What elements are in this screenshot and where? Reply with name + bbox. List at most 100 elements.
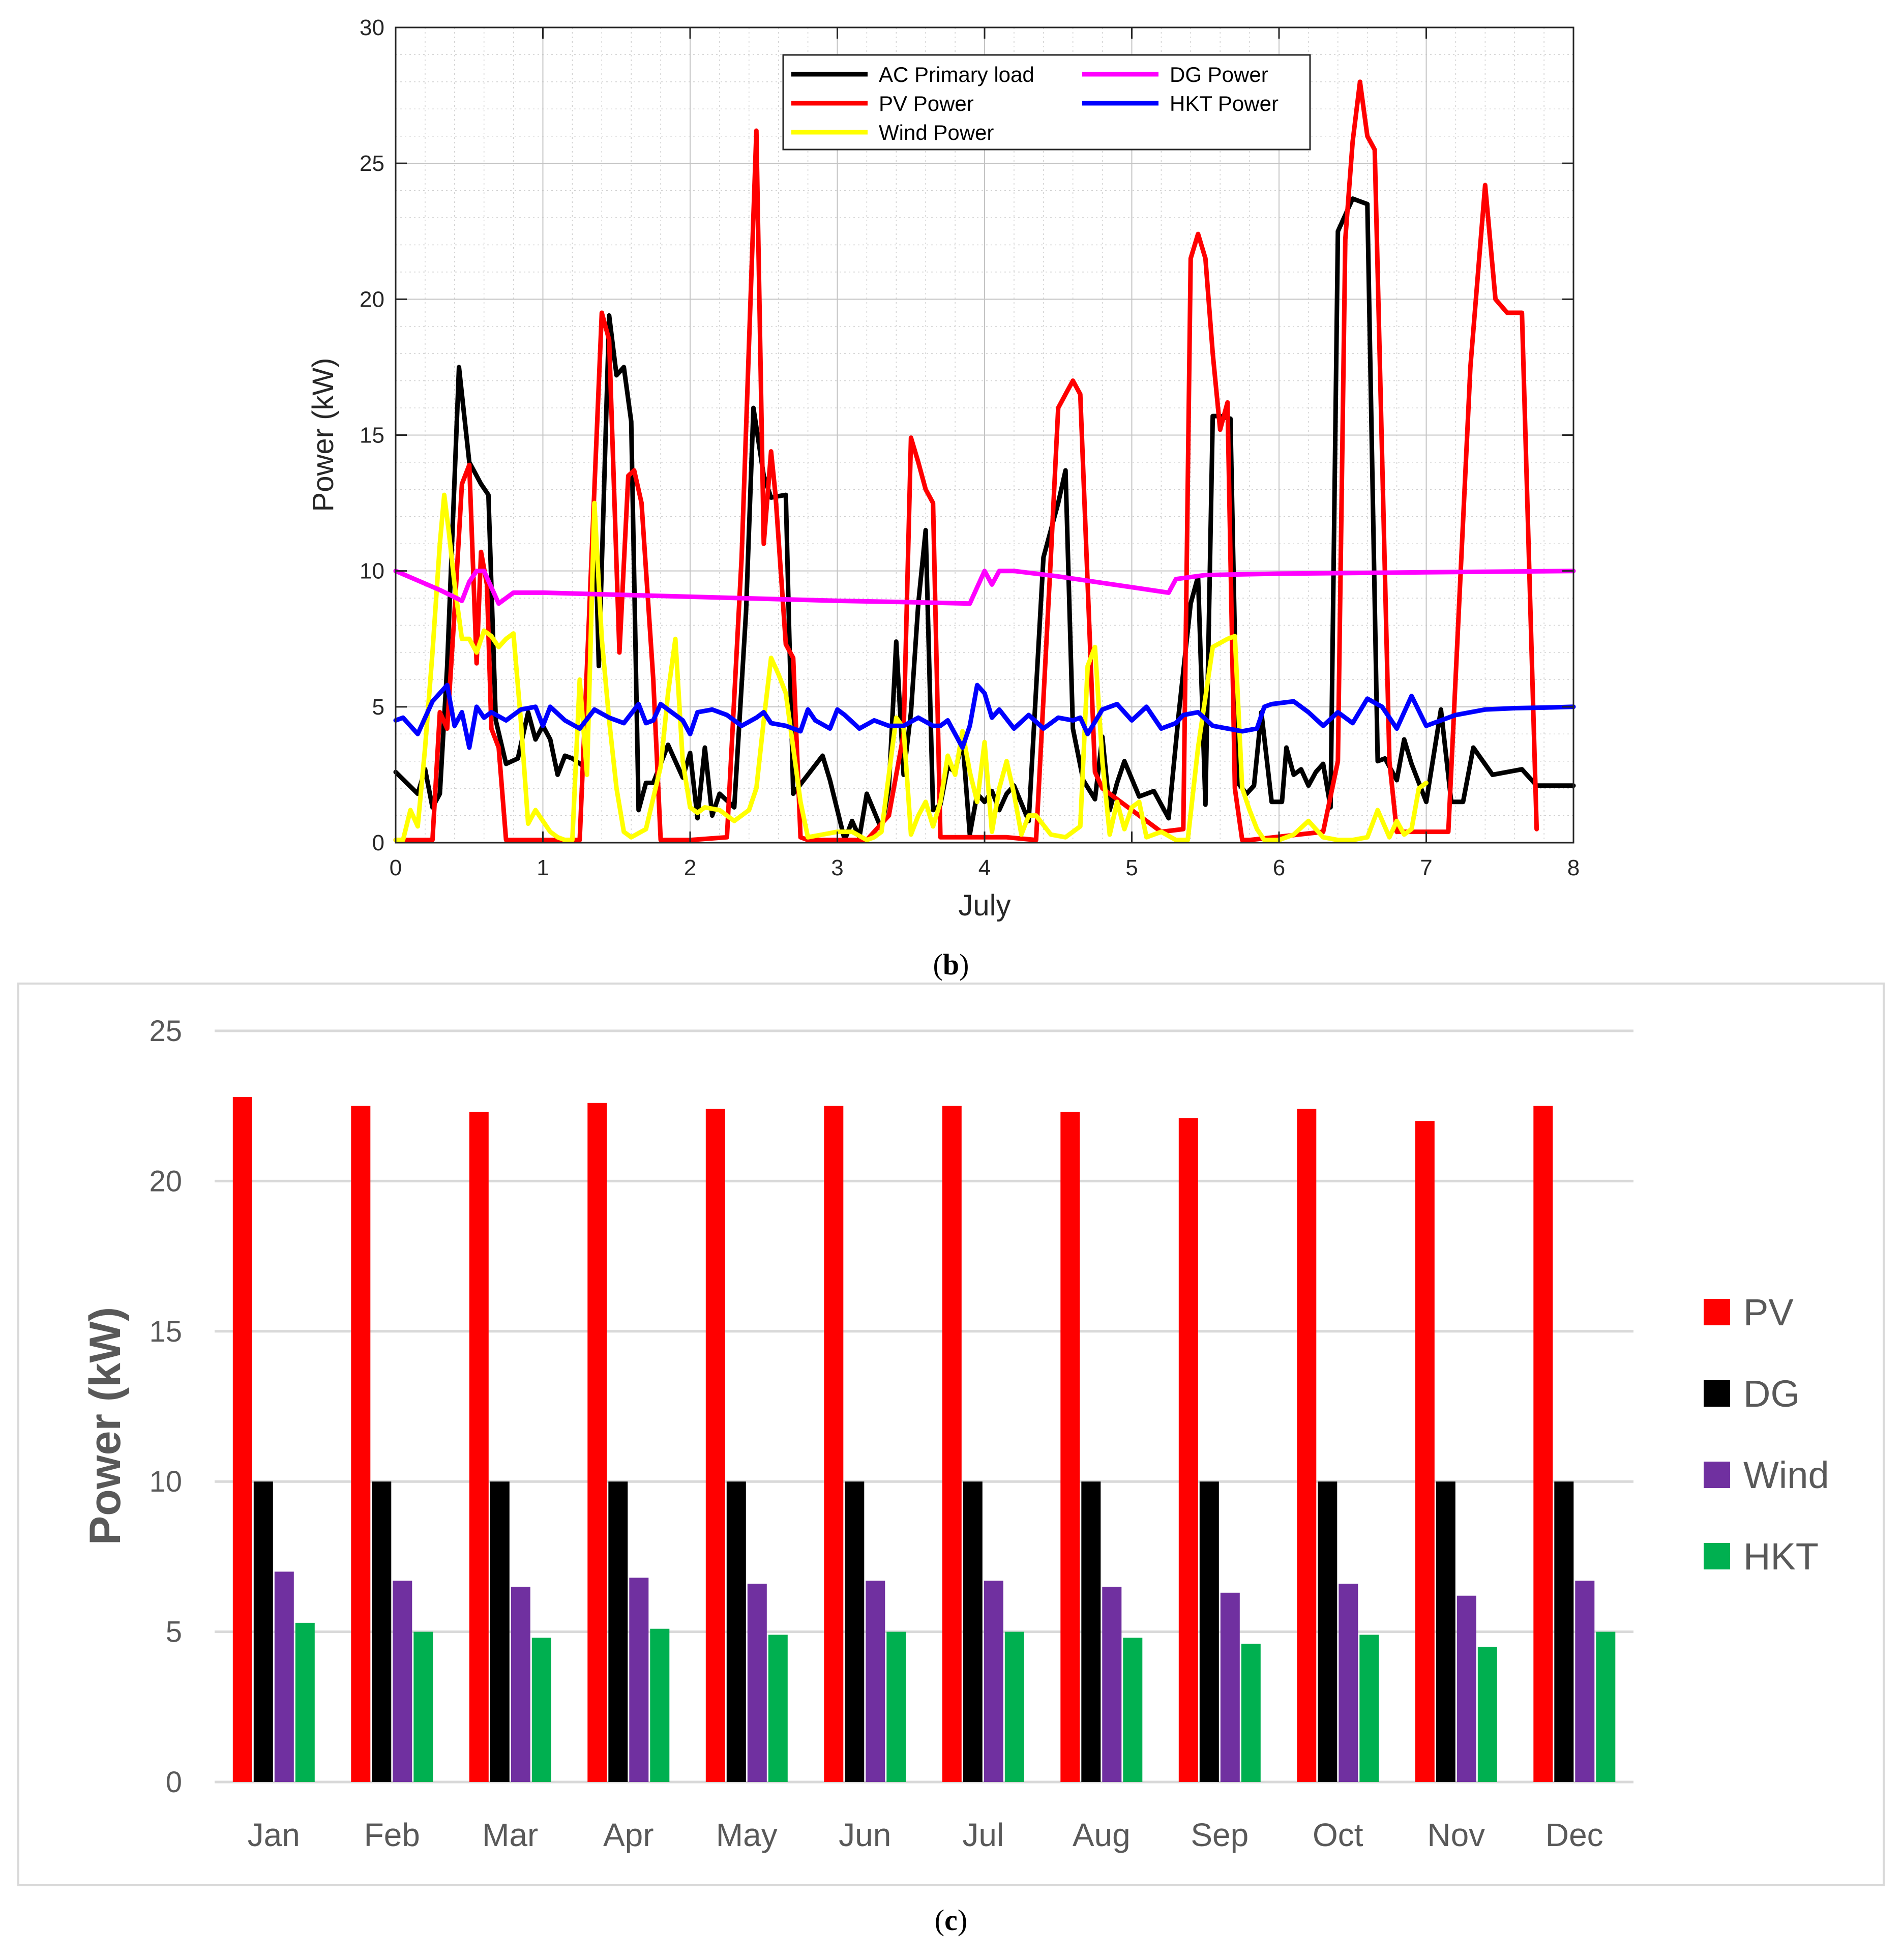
line-chart-ticks: 0 1 2 3 4 5 6 7 8 0 5 10 15 20 25 30 — [360, 15, 1580, 880]
line-chart-ytick-label: 0 — [372, 830, 384, 855]
line-series-dg-power — [393, 569, 1576, 606]
bar-chart-xtick-label: Oct — [1313, 1817, 1363, 1853]
bar-pv-jun — [824, 1106, 844, 1782]
legend-label-hkt-power: HKT Power — [1170, 92, 1279, 115]
line-chart-xtick-label: 4 — [978, 855, 991, 880]
bar-chart-ytick-label: 15 — [149, 1315, 182, 1348]
bar-hkt-feb — [413, 1631, 433, 1782]
bar-wind-sep — [1220, 1592, 1240, 1782]
line-chart-ytick-label: 30 — [360, 15, 384, 40]
line-chart-xtick-label: 6 — [1273, 855, 1285, 880]
line-chart-legend: AC Primary load PV Power Wind Power DG Powe… — [782, 54, 1311, 151]
bar-legend-swatch-wind — [1704, 1462, 1730, 1488]
bar-pv-feb — [351, 1106, 371, 1782]
bar-wind-apr — [629, 1578, 649, 1782]
bar-pv-sep — [1178, 1118, 1198, 1782]
bar-pv-may — [705, 1109, 725, 1782]
bar-chart-xtick-label: Jan — [248, 1817, 300, 1853]
bar-chart-panel: 0 5 10 15 20 25 Jan Feb Mar Apr May Jun Jul Aug Sep Oct… — [17, 983, 1885, 1937]
bar-legend-swatch-hkt — [1704, 1543, 1730, 1569]
bar-pv-jul — [942, 1106, 962, 1782]
bar-dg-aug — [1081, 1481, 1101, 1782]
bar-pv-oct — [1297, 1109, 1317, 1782]
bar-chart-xtick-label: May — [716, 1817, 778, 1853]
panel-letter-b: b — [943, 948, 959, 981]
bar-legend-label-hkt: HKT — [1743, 1535, 1819, 1578]
legend-label-wind-power: Wind Power — [879, 121, 994, 144]
bar-hkt-jan — [295, 1622, 315, 1782]
line-chart-ytick-label: 25 — [360, 151, 384, 176]
bar-hkt-sep — [1241, 1644, 1261, 1782]
bar-hkt-may — [768, 1635, 788, 1782]
line-chart-ytick-label: 20 — [360, 287, 384, 312]
bar-chart-legend: PV DG Wind HKT — [1704, 1291, 1829, 1578]
bar-dg-nov — [1436, 1481, 1455, 1782]
line-chart-xtick-label: 1 — [537, 855, 549, 880]
line-chart-xtick-label: 8 — [1567, 855, 1580, 880]
line-chart-grid — [395, 27, 1574, 843]
bar-dg-oct — [1318, 1481, 1338, 1782]
bar-chart-ticks: 0 5 10 15 20 25 Jan Feb Mar Apr May Jun Jul Aug Sep Oct… — [149, 1015, 1603, 1853]
line-chart-ytick-label: 5 — [372, 695, 384, 720]
bar-pv-mar — [469, 1112, 489, 1782]
line-series-wind-power — [393, 492, 1429, 843]
bar-pv-nov — [1415, 1121, 1435, 1782]
bar-pv-apr — [587, 1103, 607, 1782]
line-chart-panel: 0 1 2 3 4 5 6 7 8 0 5 10 15 20 25 30 July Power (kW) AC… — [307, 15, 1580, 981]
line-chart-xtick-label: 7 — [1420, 855, 1432, 880]
bar-hkt-mar — [531, 1638, 551, 1782]
legend-label-ac-primary-load: AC Primary load — [879, 63, 1034, 86]
bar-hkt-nov — [1477, 1647, 1497, 1782]
bar-chart-ytick-label: 5 — [166, 1616, 182, 1649]
bar-chart-grid — [215, 1029, 1633, 1784]
line-chart-xtick-label: 5 — [1125, 855, 1138, 880]
bar-hkt-jul — [1004, 1631, 1024, 1782]
bar-pv-jan — [232, 1097, 252, 1782]
bar-pv-aug — [1060, 1112, 1080, 1782]
bar-wind-dec — [1575, 1581, 1595, 1782]
bar-dg-feb — [372, 1481, 392, 1782]
bar-chart-xtick-label: Feb — [364, 1817, 420, 1853]
bar-chart-xtick-label: Jun — [839, 1817, 891, 1853]
bar-wind-jul — [984, 1581, 1003, 1782]
bar-dg-dec — [1554, 1481, 1574, 1782]
bar-chart-ytick-label: 0 — [166, 1766, 182, 1799]
line-chart-xtick-label: 0 — [390, 855, 402, 880]
legend-label-pv-power: PV Power — [879, 92, 974, 115]
bar-chart-ytick-label: 25 — [149, 1015, 182, 1048]
bar-wind-nov — [1457, 1595, 1476, 1782]
bar-chart-bars — [232, 1097, 1616, 1782]
panel-label-c: (c) — [935, 1904, 967, 1937]
bar-dg-jan — [253, 1481, 273, 1782]
bar-legend-label-wind: Wind — [1743, 1454, 1829, 1496]
line-series-pv-power — [393, 79, 1539, 843]
line-chart-xtick-label: 3 — [831, 855, 843, 880]
line-chart-ylabel: Power (kW) — [307, 358, 340, 512]
bar-legend-label-dg: DG — [1743, 1373, 1800, 1415]
bar-dg-mar — [490, 1481, 510, 1782]
bar-legend-label-pv: PV — [1743, 1291, 1794, 1333]
bar-chart-ytick-label: 20 — [149, 1165, 182, 1198]
bar-chart-xtick-label: Dec — [1546, 1817, 1603, 1853]
bar-wind-aug — [1102, 1587, 1122, 1782]
bar-wind-mar — [511, 1587, 530, 1782]
line-chart-ytick-label: 15 — [360, 423, 384, 448]
legend-label-dg-power: DG Power — [1170, 63, 1268, 86]
bar-hkt-apr — [650, 1628, 670, 1782]
bar-hkt-oct — [1359, 1635, 1379, 1782]
bar-dg-jul — [963, 1481, 983, 1782]
bar-chart-xtick-label: Mar — [482, 1817, 538, 1853]
bar-dg-may — [726, 1481, 746, 1782]
bar-dg-apr — [608, 1481, 628, 1782]
bar-chart-xtick-label: Nov — [1427, 1817, 1485, 1853]
bar-wind-jun — [866, 1581, 885, 1782]
bar-hkt-dec — [1596, 1631, 1616, 1782]
panel-label-b: (b) — [933, 948, 969, 981]
bar-dg-jun — [845, 1481, 865, 1782]
line-chart-xtick-label: 2 — [684, 855, 696, 880]
bar-wind-may — [747, 1584, 767, 1782]
bar-chart-xtick-label: Jul — [962, 1817, 1004, 1853]
line-series-hkt-power — [393, 682, 1576, 750]
bar-pv-dec — [1533, 1106, 1553, 1782]
